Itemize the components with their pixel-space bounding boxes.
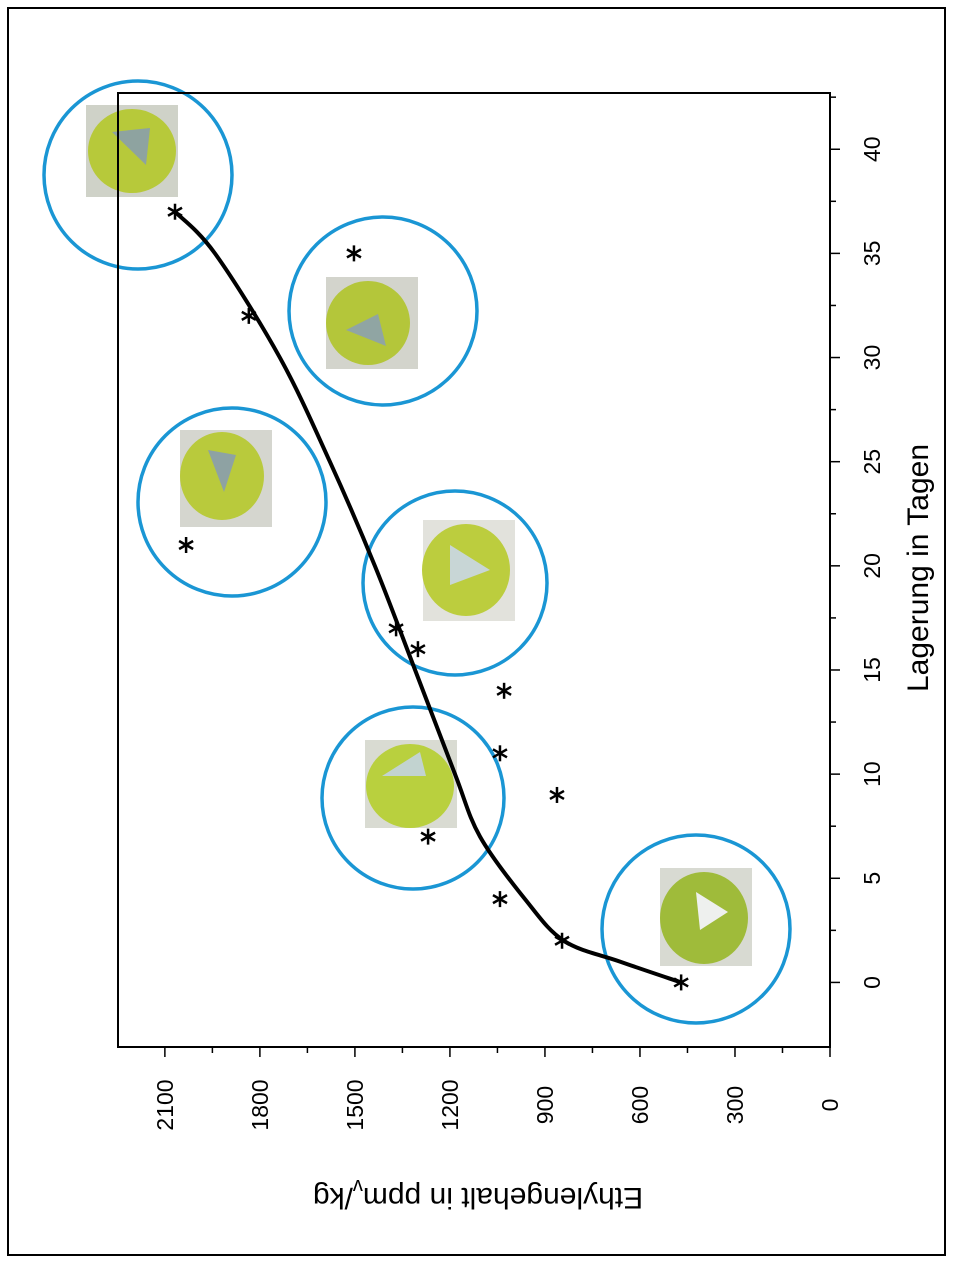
marker-stroke	[420, 831, 436, 842]
data-point	[492, 745, 508, 762]
marker-stroke	[554, 935, 570, 946]
data-point	[346, 245, 362, 262]
y-axis-label: Ethylengehalt in ppmv/kg	[313, 1175, 643, 1214]
marker-stroke	[388, 623, 404, 634]
y-tick-label: 600	[627, 1086, 653, 1124]
marker-stroke	[673, 977, 689, 988]
apple-photo	[86, 105, 178, 197]
apple-photo	[326, 277, 418, 369]
marker-stroke	[178, 539, 194, 551]
marker-stroke	[167, 206, 183, 217]
y-tick-label: 1800	[247, 1079, 273, 1130]
highlight-circle	[600, 833, 792, 1025]
x-tick-label: 0	[859, 976, 885, 989]
data-point	[167, 203, 183, 220]
marker-stroke	[346, 248, 362, 259]
y-tick-label: 1500	[342, 1079, 368, 1130]
x-tick-label: 25	[859, 449, 885, 475]
x-tick-label: 30	[859, 345, 885, 371]
y-axis-label-part: Ethylengehalt in ppm	[363, 1181, 643, 1214]
data-point	[420, 828, 436, 845]
data-point	[673, 974, 689, 991]
marker-stroke	[496, 685, 512, 696]
apple-photos	[86, 105, 752, 966]
data-point	[554, 932, 570, 949]
x-tick-label: 35	[859, 241, 885, 267]
marker-stroke	[492, 748, 508, 759]
highlight-circle	[320, 705, 506, 891]
apple-photo	[660, 868, 752, 966]
data-point	[549, 786, 565, 803]
highlight-circle	[42, 79, 234, 271]
apple-photo	[180, 430, 272, 527]
apple-photo	[422, 520, 515, 621]
data-point	[388, 620, 404, 637]
y-tick-label: 2100	[152, 1079, 178, 1130]
x-axis-label: Lagerung in Tagen	[902, 444, 935, 692]
data-point	[492, 891, 508, 908]
x-tick-label: 10	[859, 761, 885, 787]
highlight-circle	[287, 215, 479, 407]
highlight-circle	[361, 489, 549, 677]
marker-stroke	[241, 310, 257, 321]
outer-frame	[7, 7, 946, 1256]
y-tick-label: 0	[817, 1099, 843, 1112]
marker-stroke	[549, 789, 565, 801]
data-point	[410, 641, 426, 658]
y-axis-label-subscript: v	[353, 1175, 363, 1197]
plot-frame	[117, 92, 831, 1048]
x-tick-label: 20	[859, 553, 885, 579]
y-tick-label: 300	[722, 1086, 748, 1124]
x-tick-label: 40	[859, 136, 885, 162]
y-tick-label: 1200	[437, 1079, 463, 1130]
data-point	[241, 307, 257, 324]
marker-stroke	[410, 644, 426, 655]
y-axis-label-part: /kg	[313, 1181, 353, 1214]
x-tick-label: 15	[859, 657, 885, 683]
highlight-circles	[42, 79, 792, 1025]
apple-photo	[365, 740, 457, 828]
data-point	[496, 682, 512, 699]
highlight-circle	[136, 406, 328, 598]
x-tick-label: 5	[859, 872, 885, 885]
marker-stroke	[492, 894, 508, 905]
y-tick-label: 900	[532, 1086, 558, 1124]
data-point	[178, 537, 194, 554]
